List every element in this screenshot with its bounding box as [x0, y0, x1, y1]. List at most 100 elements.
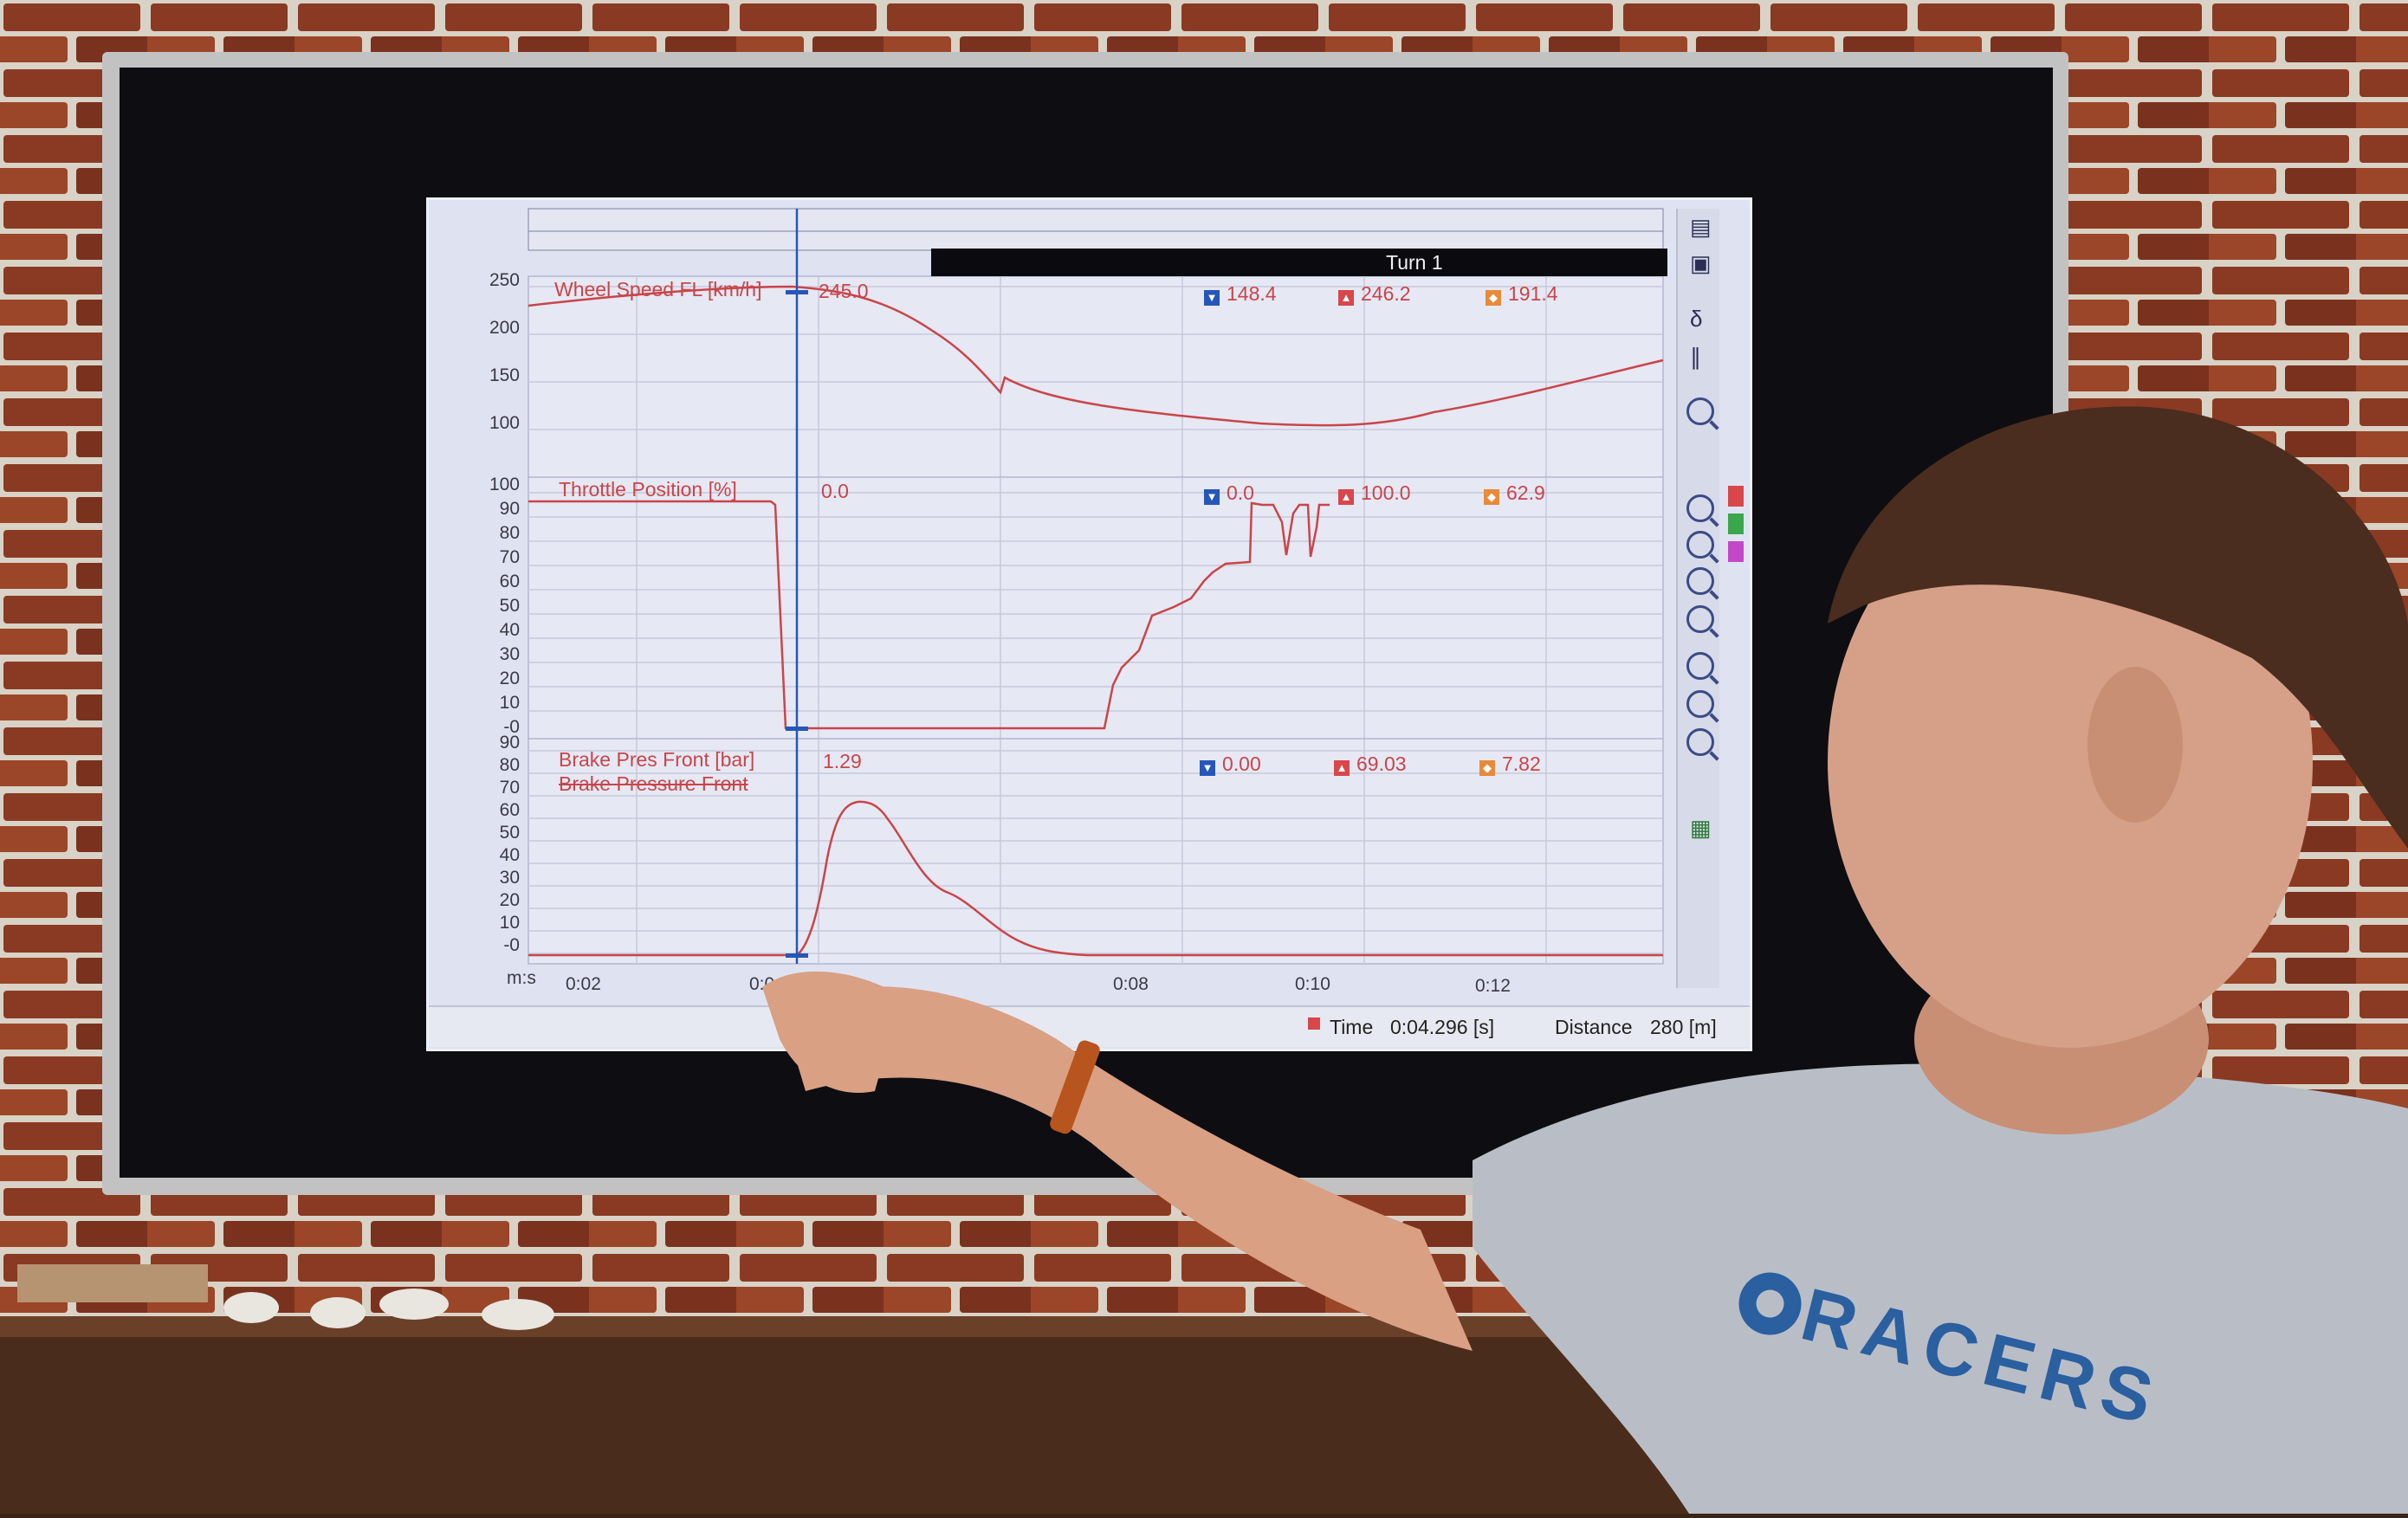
- zoom-x-out-icon[interactable]: [1686, 690, 1714, 718]
- wheel-speed-min-value: 148.4: [1227, 282, 1277, 305]
- x-axis-unit: m:s: [507, 968, 536, 988]
- y-tick-label: 40: [499, 620, 520, 640]
- wheel-speed-trace: [528, 285, 1664, 427]
- avg-badge-icon: ◆: [1479, 760, 1495, 776]
- avg-badge-icon: ◆: [1484, 489, 1499, 505]
- y-tick-label: 100: [489, 475, 520, 494]
- y-tick-label: 200: [489, 318, 520, 338]
- throttle-trace: [528, 500, 1330, 730]
- export-icon[interactable]: ▤: [1690, 214, 1712, 240]
- y-tick-label: 50: [499, 823, 520, 843]
- wristband: [1050, 1040, 1100, 1134]
- time-marker-icon: [1308, 1017, 1320, 1030]
- presenter-hand: [762, 971, 901, 1093]
- pause-icon[interactable]: ∥: [1690, 344, 1701, 370]
- y-tick-label: 60: [499, 800, 520, 820]
- presenter-shirt: [1473, 1063, 2408, 1514]
- throttle-cursor-value: 0.0: [821, 480, 849, 502]
- y-tick-label: 70: [499, 547, 520, 567]
- y-tick-label: 90: [499, 733, 520, 753]
- y-tick-label: 40: [499, 845, 520, 865]
- candle-4: [482, 1299, 554, 1330]
- color-swatch-magenta: [1728, 541, 1744, 562]
- candle-1: [223, 1292, 279, 1323]
- wheel-speed-avg: ◆ 191.4: [1486, 284, 1558, 306]
- brake-max: ▲ 69.03: [1334, 754, 1407, 776]
- zoom-fit-icon[interactable]: [1686, 531, 1714, 559]
- channel-list-icon[interactable]: ▦: [1690, 815, 1712, 841]
- x-tick-0: 0:02: [566, 974, 601, 994]
- avg-badge-icon: ◆: [1486, 290, 1501, 306]
- wheel-speed-max-value: 246.2: [1361, 282, 1411, 305]
- min-badge-icon: ▼: [1200, 760, 1215, 776]
- min-badge-icon: ▼: [1204, 489, 1220, 505]
- throttle-avg-value: 62.9: [1506, 481, 1545, 504]
- zoom-reset-icon[interactable]: [1686, 567, 1714, 595]
- zoom-x-in-icon[interactable]: [1686, 652, 1714, 680]
- throttle-panel: [528, 476, 1664, 740]
- max-badge-icon: ▲: [1334, 760, 1350, 776]
- min-badge-icon: ▼: [1204, 290, 1220, 306]
- throttle-max-value: 100.0: [1361, 481, 1411, 504]
- brake-avg-value: 7.82: [1502, 753, 1541, 775]
- brake-avg: ◆ 7.82: [1479, 754, 1541, 776]
- max-badge-icon: ▲: [1338, 489, 1354, 505]
- y-tick-label: 80: [499, 523, 520, 543]
- brake-label: Brake Pres Front [bar]: [559, 748, 755, 771]
- throttle-max: ▲ 100.0: [1338, 483, 1411, 505]
- delta-icon[interactable]: δ: [1690, 306, 1703, 332]
- y-tick-label: 60: [499, 572, 520, 591]
- cursor-marker: [786, 953, 808, 958]
- y-tick-label: 50: [499, 596, 520, 616]
- throttle-min-value: 0.0: [1227, 481, 1254, 504]
- y-tick-label: 20: [499, 669, 520, 688]
- presenter-arm: [780, 986, 1473, 1351]
- candle-3: [379, 1289, 449, 1320]
- zoom-out-icon[interactable]: [1686, 494, 1714, 522]
- brake-trace: [528, 800, 1663, 957]
- y-tick-label: 250: [489, 270, 520, 290]
- y-tick-label: 20: [499, 890, 520, 910]
- x-tick-3: 0:10: [1295, 974, 1330, 994]
- brake-max-value: 69.03: [1356, 753, 1407, 775]
- brake-cursor-value: 1.29: [823, 750, 862, 772]
- brake-min: ▼ 0.00: [1200, 754, 1261, 776]
- presenter-ear: [2088, 667, 2183, 823]
- x-tick-4: 0:12: [1475, 976, 1511, 996]
- y-tick-label: 150: [489, 365, 520, 385]
- y-tick-label: 70: [499, 778, 520, 798]
- distance-label: Distance: [1555, 1016, 1633, 1038]
- wheel-speed-min: ▼ 148.4: [1204, 284, 1277, 306]
- y-tick-label: 30: [499, 868, 520, 888]
- window-icon[interactable]: ▣: [1690, 250, 1712, 276]
- telemetry-plot: [528, 208, 1664, 965]
- zoom-x-fit-icon[interactable]: [1686, 728, 1714, 756]
- throttle-min: ▼ 0.0: [1204, 483, 1254, 505]
- wheel-speed-cursor-value: 245.0: [819, 280, 869, 302]
- brake-sub-label: Brake Pressure Front: [559, 772, 748, 795]
- zoom-in-icon[interactable]: [1686, 397, 1714, 425]
- time-label: Time: [1330, 1016, 1374, 1038]
- section-label: Turn 1: [1386, 251, 1443, 274]
- y-tick-label: 80: [499, 755, 520, 775]
- throttle-label: Throttle Position [%]: [559, 478, 737, 501]
- y-tick-label: -0: [503, 935, 520, 955]
- distance-value: 280 [m]: [1650, 1016, 1717, 1038]
- wheel-speed-max: ▲ 246.2: [1338, 284, 1411, 306]
- cursor-marker: [786, 290, 808, 294]
- section-bar: Turn 1: [931, 249, 1667, 276]
- color-swatch-green: [1728, 514, 1744, 534]
- wood-stack: [17, 1264, 208, 1302]
- header-row-1: [528, 208, 1664, 232]
- wheel-speed-panel: [528, 275, 1664, 478]
- y-tick-label: 100: [489, 413, 520, 433]
- toolbar: ▤ ▣ δ ∥ ▦: [1676, 209, 1719, 988]
- brake-panel: [528, 738, 1664, 965]
- presenter-hair: [1828, 406, 2408, 849]
- brake-min-value: 0.00: [1222, 753, 1261, 775]
- zoom-reset-icon[interactable]: [1686, 605, 1714, 633]
- wheel-speed-label: Wheel Speed FL [km/h]: [554, 278, 762, 300]
- y-tick-label: 10: [499, 693, 520, 713]
